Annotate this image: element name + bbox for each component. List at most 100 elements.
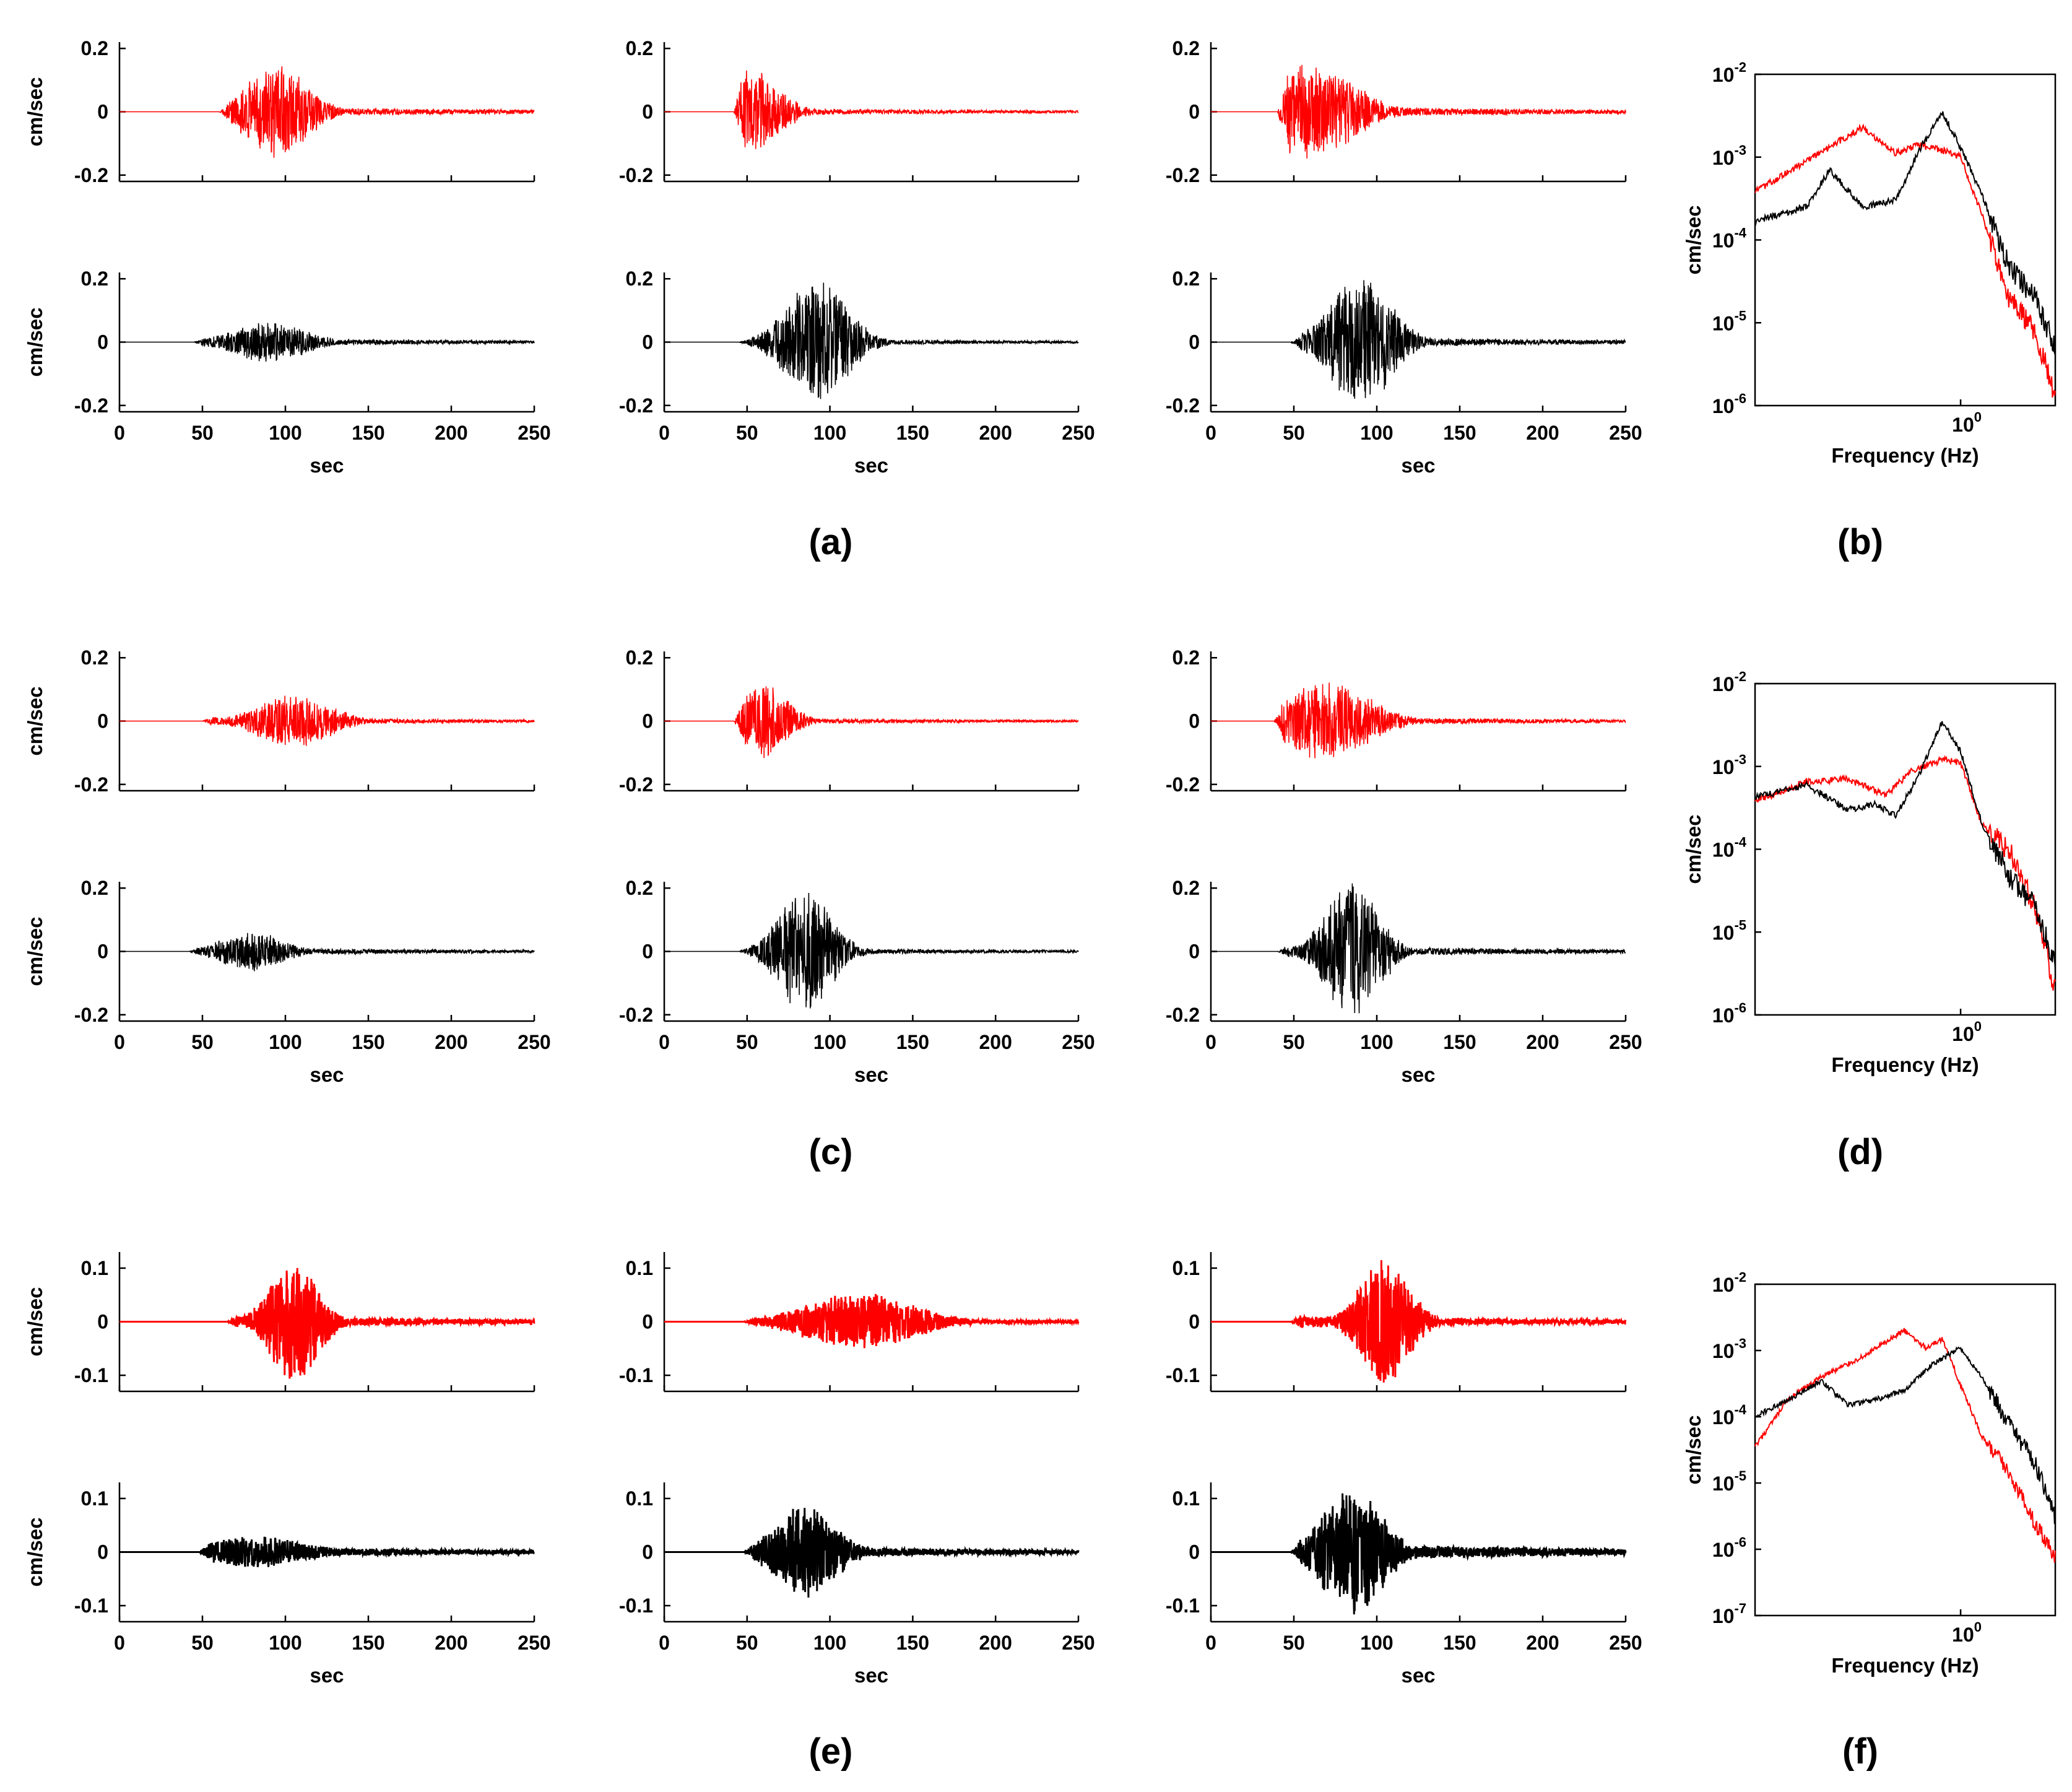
x-tick-label: 50 xyxy=(191,1632,214,1654)
waveform-observed xyxy=(1211,280,1626,399)
y-tick-label: 0.2 xyxy=(81,877,108,899)
y-tick-label: 0.2 xyxy=(1173,267,1200,290)
x-tick-label: 150 xyxy=(1443,1632,1476,1654)
y-tick-label: -0.2 xyxy=(74,1004,108,1026)
x-tick-label: 150 xyxy=(1443,422,1476,444)
x-tick-label: 250 xyxy=(1062,1031,1095,1053)
y-tick-label: -0.1 xyxy=(74,1364,108,1386)
x-tick-label: 200 xyxy=(979,422,1012,444)
x-tick-label: 50 xyxy=(191,422,214,444)
x-tick-label: 100 xyxy=(269,422,301,444)
x-tick-label: 50 xyxy=(736,1031,758,1053)
y-tick-label: -0.2 xyxy=(74,394,108,417)
x-tick-label: 250 xyxy=(518,1031,550,1053)
x-tick-label: 150 xyxy=(1443,1031,1476,1053)
seismogram-observed-r2c1: 0.2 0 -0.2 0 50 100 150 200 250 sec cm/sec xyxy=(24,877,551,1086)
y-tick-label: -0.1 xyxy=(1166,1594,1200,1617)
y-tick-label: 10-5 xyxy=(1712,1468,1746,1495)
spectrum-synthetic xyxy=(1754,123,2056,398)
x-tick-label: 200 xyxy=(435,1632,467,1654)
x-tick-label: 150 xyxy=(896,1031,929,1053)
y-axis-label: cm/sec xyxy=(1682,206,1705,275)
x-tick-label: 250 xyxy=(1609,1632,1642,1654)
y-tick-label: 0 xyxy=(97,710,108,733)
y-tick-label: 10-2 xyxy=(1712,1269,1746,1296)
y-tick-label: 0.1 xyxy=(81,1257,108,1279)
y-tick-label: 0.2 xyxy=(81,267,108,290)
spectrum-synthetic xyxy=(1754,1328,2056,1563)
x-tick-label: 150 xyxy=(352,422,384,444)
x-tick-label: 150 xyxy=(352,1031,384,1053)
seismogram-synthetic-r3c2: 0.1 0 -0.1 xyxy=(619,1252,1080,1393)
y-tick-label: 0 xyxy=(1189,941,1200,963)
seismogram-synthetic-r2c1: 0.2 0 -0.2 cm/sec xyxy=(24,646,535,796)
y-tick-label: 0 xyxy=(642,941,653,963)
x-tick-label: 200 xyxy=(979,1632,1012,1654)
x-tick-label: 50 xyxy=(736,422,758,444)
spectrum-panel-3: 10-2 10-3 10-4 10-5 10-6 10-7 100 Frequency (Hz… xyxy=(1682,1269,2057,1677)
y-tick-label: 0.1 xyxy=(81,1487,108,1510)
x-axis-label: sec xyxy=(310,454,344,477)
subfigure-label-spectrum: (d) xyxy=(1837,1132,1883,1172)
y-tick-label: 0 xyxy=(97,101,108,123)
waveform-observed xyxy=(119,323,535,362)
y-tick-label: 10-3 xyxy=(1712,1336,1746,1362)
seismogram-observed-r3c1: 0.1 0 -0.1 0 50 100 150 200 250 sec cm/sec xyxy=(24,1482,551,1687)
y-tick-label: -0.1 xyxy=(1166,1364,1200,1386)
y-tick-label: 0.2 xyxy=(626,877,653,899)
y-tick-label: 10-3 xyxy=(1712,142,1746,169)
x-tick-label: 200 xyxy=(1526,422,1559,444)
y-tick-label: 0 xyxy=(642,710,653,733)
y-tick-label: 10-4 xyxy=(1712,1402,1747,1429)
y-tick-label: -0.1 xyxy=(74,1594,108,1617)
y-tick-label: 0 xyxy=(642,1311,653,1333)
x-tick-label: 50 xyxy=(736,1632,758,1654)
y-tick-label: -0.2 xyxy=(74,164,108,186)
y-tick-label: -0.2 xyxy=(619,773,653,796)
y-tick-label: 10-6 xyxy=(1712,391,1746,417)
waveform-observed xyxy=(664,282,1079,399)
y-tick-label: 0.2 xyxy=(1173,37,1200,59)
waveform-synthetic xyxy=(119,695,535,746)
y-tick-label: 10-5 xyxy=(1712,917,1746,944)
y-tick-label: -0.2 xyxy=(619,394,653,417)
x-tick-label: 0 xyxy=(659,1632,670,1654)
spectrum-observed xyxy=(1754,111,2056,356)
x-tick-label: 100 xyxy=(813,1031,846,1053)
y-axis-label: cm/sec xyxy=(24,687,46,756)
y-tick-label: 0 xyxy=(1189,710,1200,733)
y-axis-label: cm/sec xyxy=(24,308,46,377)
x-tick-label: 250 xyxy=(1609,422,1642,444)
y-tick-label: 0.2 xyxy=(626,646,653,669)
y-tick-label: -0.2 xyxy=(1166,394,1200,417)
x-axis-label: sec xyxy=(310,1664,344,1687)
spectrum-observed xyxy=(1754,1346,2056,1525)
y-tick-label: -0.2 xyxy=(619,164,653,186)
y-axis-label: cm/sec xyxy=(24,77,46,147)
seismogram-observed-r2c2: 0.2 0 -0.2 0 50 100 150 200 250 sec xyxy=(619,877,1095,1086)
waveform-synthetic xyxy=(1211,1260,1627,1383)
y-tick-label: 0.2 xyxy=(81,37,108,59)
y-tick-label: 10-5 xyxy=(1712,308,1746,334)
waveform-synthetic xyxy=(664,686,1079,759)
x-tick-label: 250 xyxy=(1062,1632,1095,1654)
y-tick-label: 0 xyxy=(1189,1541,1200,1564)
x-axis-label: sec xyxy=(1401,1063,1435,1086)
x-tick-label: 0 xyxy=(114,422,125,444)
y-tick-label: -0.2 xyxy=(74,773,108,796)
subfigure-label-spectrum: (f) xyxy=(1842,1731,1878,1772)
waveform-observed xyxy=(1211,883,1626,1014)
x-tick-label: 100 xyxy=(813,422,846,444)
y-tick-label: -0.2 xyxy=(1166,1004,1200,1026)
x-tick-label: 200 xyxy=(1526,1031,1559,1053)
spectrum-frame xyxy=(1754,1283,2057,1617)
x-tick-label: 200 xyxy=(979,1031,1012,1053)
x-tick-label: 100 xyxy=(1952,409,1982,436)
x-axis-label: Frequency (Hz) xyxy=(1831,444,1979,467)
seismogram-observed-r1c2: 0.2 0 -0.2 0 50 100 150 200 250 sec xyxy=(619,267,1095,477)
subfigure-label-time: (c) xyxy=(809,1132,853,1172)
y-tick-label: 10-2 xyxy=(1712,59,1746,86)
